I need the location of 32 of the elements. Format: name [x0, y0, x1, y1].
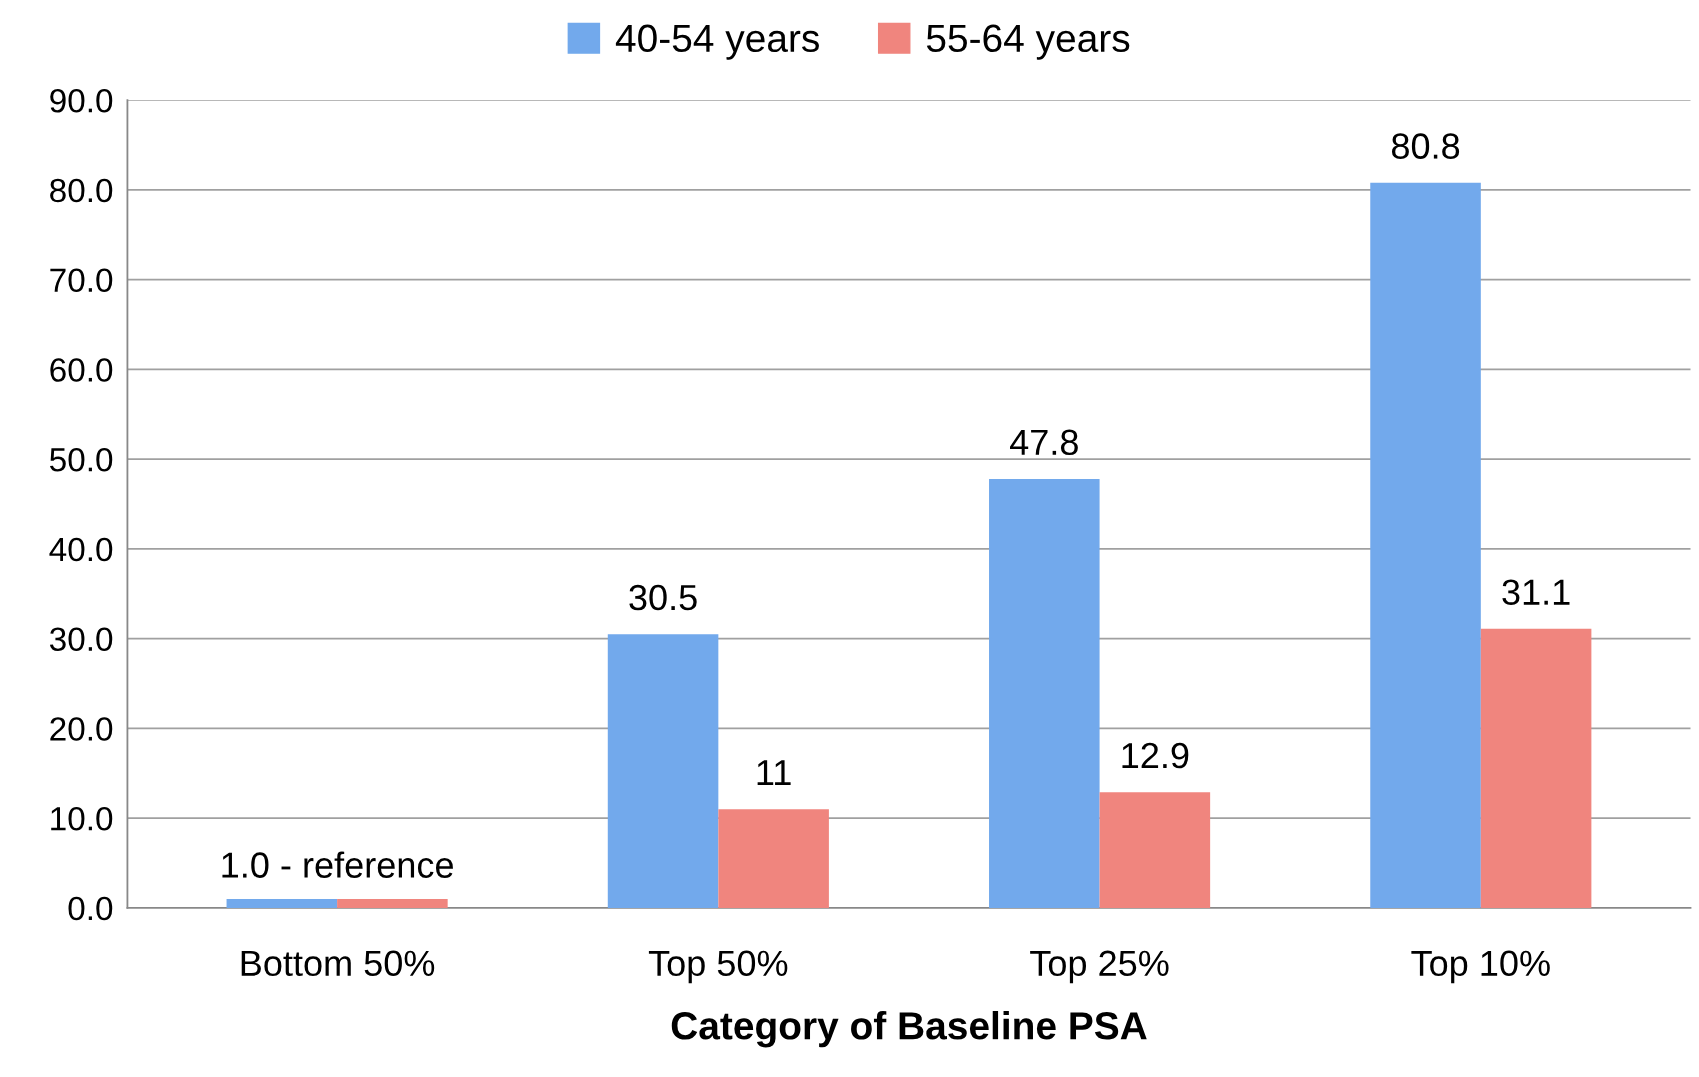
x-tick-label: Top 25% — [1030, 950, 1169, 984]
y-tick-label: 20.0 — [50, 717, 113, 741]
x-tick-label: Bottom 50% — [241, 950, 435, 977]
data-label: 11 — [757, 760, 791, 786]
bar — [718, 809, 829, 908]
x-axis-title: Category of Baseline PSA — [671, 1011, 1147, 1048]
data-label: 47.8 — [1010, 429, 1078, 456]
y-tick-label: 30.0 — [49, 627, 113, 652]
y-tick-label: 60.0 — [50, 358, 113, 382]
y-tick-label: 50.0 — [50, 447, 113, 472]
y-tick-label: 40.0 — [49, 537, 113, 562]
bar — [226, 898, 338, 908]
x-tick-label: Top 50% — [648, 950, 788, 984]
data-label: 80.8 — [1391, 133, 1460, 159]
annotation: 1.0 - reference — [222, 851, 453, 878]
bar — [1099, 792, 1211, 908]
bar — [607, 634, 719, 908]
y-tick-label: 0.0 — [68, 896, 113, 921]
legend-label: 40-54 years — [615, 24, 819, 60]
bar — [1370, 182, 1481, 908]
bar — [1480, 628, 1592, 908]
y-tick-label: 10.0 — [51, 806, 113, 831]
legend-label: 55-64 years — [926, 24, 1130, 60]
y-tick-label: 80.0 — [50, 178, 113, 203]
y-tick-label: 90.0 — [50, 88, 113, 113]
bar — [337, 898, 448, 908]
y-tick-label: 70.0 — [50, 268, 113, 293]
bar — [989, 478, 1100, 908]
data-label: 30.5 — [629, 584, 697, 611]
x-tick-label: Top 10% — [1411, 950, 1550, 984]
data-label: 12.9 — [1122, 742, 1189, 769]
data-label: 31.1 — [1502, 579, 1570, 605]
